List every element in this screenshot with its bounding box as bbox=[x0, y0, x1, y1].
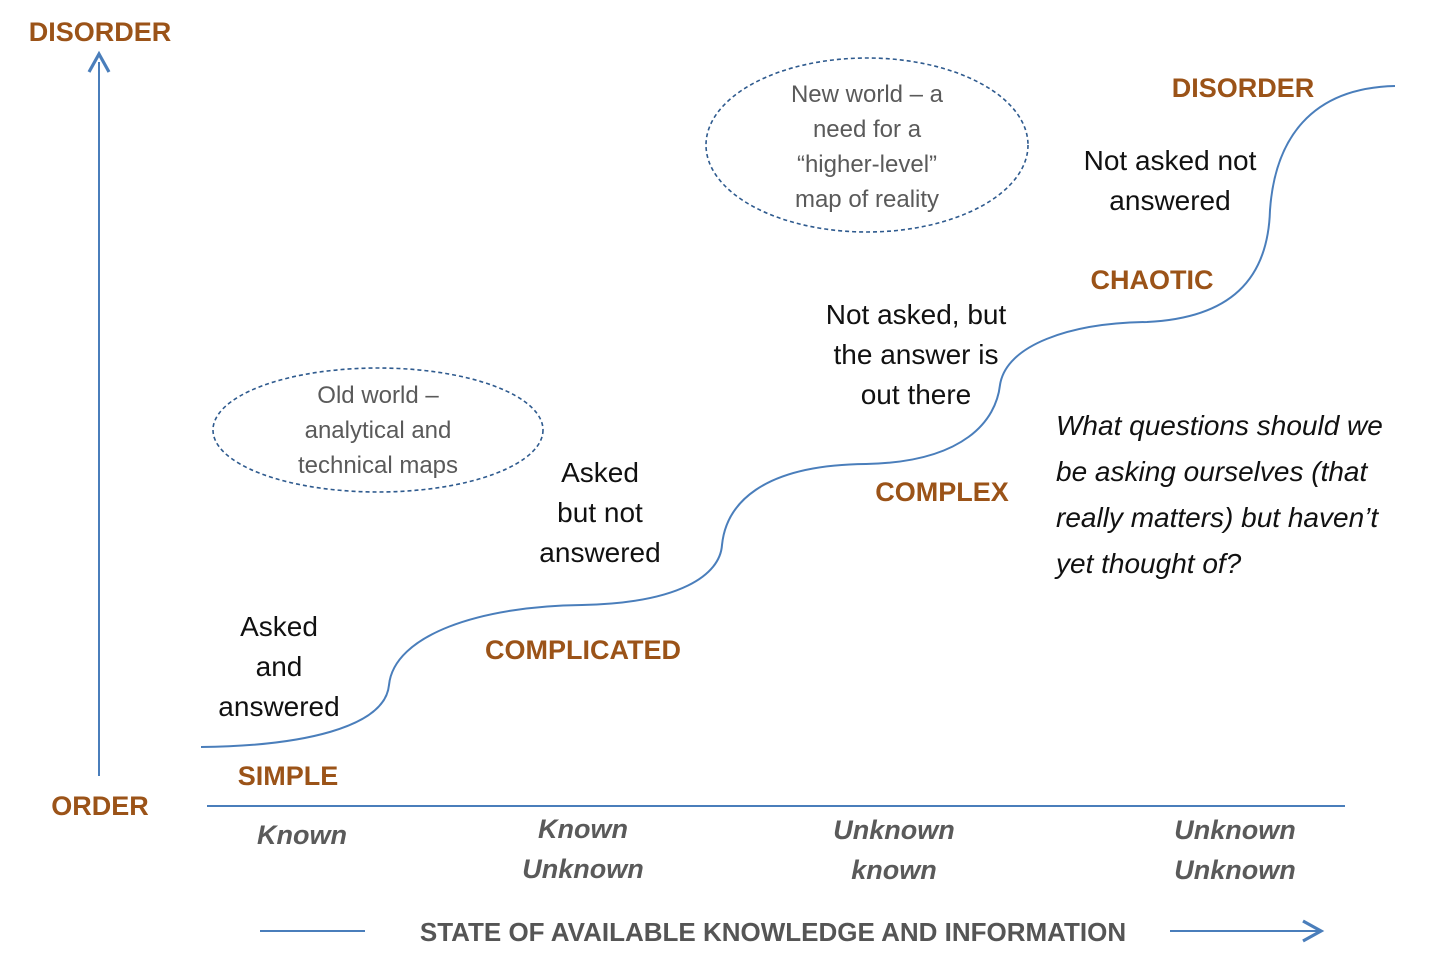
question-line: yet thought of? bbox=[1054, 548, 1242, 579]
desc-line: the answer is bbox=[834, 339, 999, 370]
desc-line: Not asked, but bbox=[826, 299, 1007, 330]
old-world-line: Old world – bbox=[317, 382, 439, 409]
y-axis-bottom-label: ORDER bbox=[51, 791, 149, 821]
new-world-line: “higher-level” bbox=[797, 151, 937, 178]
new-world-callout: New world – a need for a “higher-level” … bbox=[705, 57, 1029, 233]
x-axis-title: STATE OF AVAILABLE KNOWLEDGE AND INFORMA… bbox=[420, 917, 1126, 947]
key-question: What questions should we be asking ourse… bbox=[1054, 410, 1383, 579]
stage-complicated: COMPLICATED bbox=[485, 635, 681, 665]
new-world-line: map of reality bbox=[795, 186, 939, 213]
new-world-line: need for a bbox=[813, 116, 922, 143]
desc-line: but not bbox=[557, 497, 643, 528]
desc-not-asked-answer-out-there: Not asked, but the answer is out there bbox=[826, 299, 1007, 410]
desc-line: answered bbox=[218, 691, 339, 722]
stage-chaotic: CHAOTIC bbox=[1091, 265, 1214, 295]
category-known-unknown: Known Unknown bbox=[522, 814, 644, 884]
category-line: Unknown bbox=[1174, 855, 1296, 885]
old-world-ellipse bbox=[212, 367, 544, 493]
stage-disorder: DISORDER bbox=[1172, 73, 1315, 103]
stage-complex: COMPLEX bbox=[875, 477, 1009, 507]
category-unknown-known: Unknown known bbox=[833, 815, 955, 885]
desc-line: and bbox=[256, 651, 303, 682]
category-unknown-unknown: Unknown Unknown bbox=[1174, 815, 1296, 885]
desc-asked-but-not-answered: Asked but not answered bbox=[539, 457, 660, 568]
old-world-line: technical maps bbox=[298, 452, 458, 479]
category-line: Known bbox=[538, 814, 628, 844]
desc-line: answered bbox=[1109, 185, 1230, 216]
desc-asked-and-answered: Asked and answered bbox=[218, 611, 339, 722]
category-known: Known bbox=[257, 820, 347, 850]
question-line: really matters) but haven’t bbox=[1056, 502, 1379, 533]
desc-line: Asked bbox=[240, 611, 318, 642]
question-line: be asking ourselves (that bbox=[1056, 456, 1369, 487]
new-world-line: New world – a bbox=[791, 81, 944, 108]
category-line: Unknown bbox=[1174, 815, 1296, 845]
desc-line: out there bbox=[861, 379, 972, 410]
old-world-line: analytical and bbox=[305, 417, 452, 444]
desc-line: answered bbox=[539, 537, 660, 568]
old-world-callout: Old world – analytical and technical map… bbox=[212, 367, 544, 493]
category-line: known bbox=[851, 855, 937, 885]
desc-line: Not asked not bbox=[1084, 145, 1257, 176]
stage-simple: SIMPLE bbox=[238, 761, 339, 791]
staircase-curve bbox=[200, 85, 1396, 748]
category-line: Unknown bbox=[522, 854, 644, 884]
new-world-ellipse bbox=[705, 57, 1029, 233]
desc-not-asked-not-answered: Not asked not answered bbox=[1084, 145, 1257, 216]
category-line: Unknown bbox=[833, 815, 955, 845]
question-line: What questions should we bbox=[1056, 410, 1383, 441]
y-axis-top-label: DISORDER bbox=[29, 17, 172, 47]
desc-line: Asked bbox=[561, 457, 639, 488]
